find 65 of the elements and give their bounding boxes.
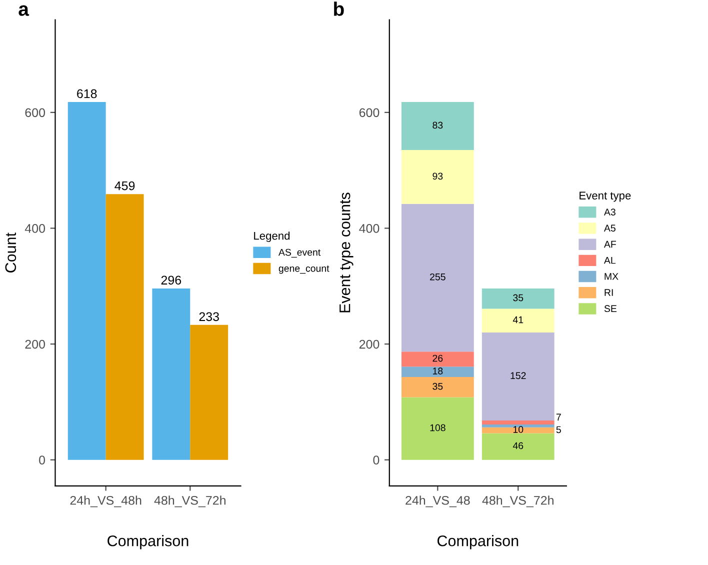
legend-label: AS_event [278,248,321,258]
bar [401,102,474,150]
y-tick-label: 600 [25,108,46,118]
bar [401,150,474,204]
data-label: 108 [430,424,446,432]
bar [482,420,554,425]
bar [68,102,106,460]
data-label: 296 [161,276,182,285]
data-label: 10 [513,426,524,433]
bar [106,194,144,460]
data-label: 35 [513,294,524,302]
y-tick-label: 600 [359,108,380,118]
bar [482,288,554,309]
bar [482,424,554,428]
bar [152,288,190,460]
legend-label: gene_count [278,265,330,274]
legend-label: A5 [604,224,616,232]
y-tick-label: 400 [24,224,46,233]
legend-label: AF [604,240,616,248]
bar [401,352,474,367]
legend-title: Legend [254,232,290,242]
legend-label: A3 [604,208,616,216]
text: b [334,2,344,16]
data-label: 26 [432,354,443,362]
bar [401,204,474,352]
y-tick-label: 0 [373,456,380,464]
legend-label: AL [604,256,616,264]
y-tick-label: 0 [39,456,46,464]
data-label: 618 [77,89,97,98]
data-label: 93 [432,172,443,180]
bar [482,433,554,460]
data-label: 5 [556,426,561,434]
y-axis-title: Event type counts [340,192,354,312]
legend-label: RI [604,289,613,296]
bar [401,366,474,378]
legend-title: Event type [580,192,631,202]
x-axis-title: Comparison [437,535,518,550]
data-label: 41 [512,316,524,324]
data-label: 18 [433,368,443,374]
x-axis-title: Comparison [108,535,188,550]
data-label: 459 [114,181,135,190]
y-axis-title: Count [5,232,16,272]
y-tick-label: 200 [359,340,380,349]
text: a [18,5,30,16]
data-label: 7 [556,414,561,420]
data-label: 233 [199,312,219,322]
bar [482,308,554,332]
y-tick-label: 200 [25,340,46,349]
bar [401,377,474,398]
legend-label: MX [604,273,618,280]
data-label: 35 [432,382,443,390]
x-tick-label: 48h_VS_72h [482,496,554,508]
data-label: 152 [510,372,526,380]
bar [482,332,554,420]
data-label: 46 [512,442,524,450]
x-tick-label: 48h_VS_72h [154,496,226,508]
bar [401,397,474,460]
bar [190,324,228,460]
x-tick-label: 24h_VS_48h [70,496,142,508]
y-tick-label: 400 [359,224,380,233]
data-label: 83 [432,122,443,129]
data-label: 255 [430,273,446,280]
legend-label: SE [604,305,617,312]
x-tick-label: 24h_VS_48 [406,496,470,508]
bar [482,427,554,434]
